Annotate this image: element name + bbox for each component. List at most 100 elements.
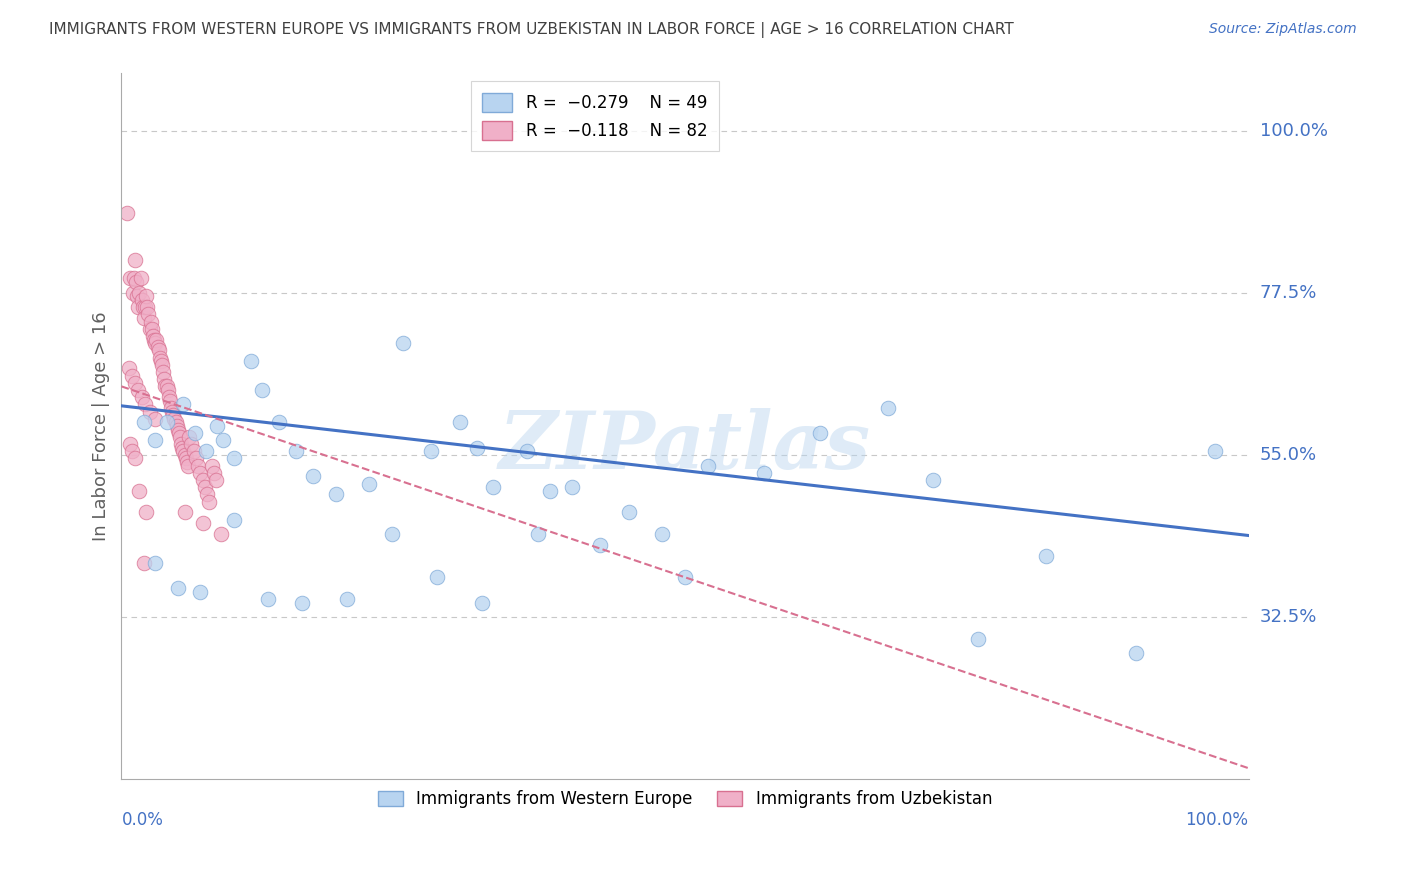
Point [115,206,138,220]
Point [174,451,197,466]
Point [132,300,155,314]
Point [118,361,141,376]
Point [696,458,718,473]
Point [482,480,505,494]
Point [877,401,900,415]
Point [302,469,325,483]
Point [148,343,170,358]
Point [132,310,155,325]
Point [127,289,149,303]
Point [191,473,214,487]
Point [176,455,198,469]
Point [173,448,195,462]
Point [1035,549,1057,563]
Point [160,404,183,418]
Point [121,285,143,300]
Point [651,527,673,541]
Point [359,476,381,491]
Point [141,322,163,336]
Point [240,354,263,368]
Point [143,333,166,347]
Text: Source: ZipAtlas.com: Source: ZipAtlas.com [1209,22,1357,37]
Point [134,300,156,314]
Point [131,293,153,307]
Text: ZIPatlas: ZIPatlas [499,409,872,486]
Point [752,466,775,480]
Point [1204,444,1226,458]
Point [132,416,155,430]
Point [177,430,200,444]
Point [163,412,186,426]
Point [143,556,166,570]
Point [135,506,157,520]
Point [207,419,229,434]
Point [201,458,224,473]
Point [172,397,194,411]
Point [173,506,195,520]
Point [131,390,153,404]
Point [617,506,640,520]
Point [155,379,177,393]
Point [194,480,217,494]
Point [166,423,188,437]
Point [135,289,157,303]
Point [187,458,209,473]
Point [155,416,177,430]
Text: 100.0%: 100.0% [1185,811,1249,829]
Point [153,372,176,386]
Point [127,383,149,397]
Point [124,451,146,466]
Point [224,513,246,527]
Legend: Immigrants from Western Europe, Immigrants from Uzbekistan: Immigrants from Western Europe, Immigran… [371,783,1000,814]
Text: 77.5%: 77.5% [1260,284,1317,301]
Point [165,416,187,430]
Point [561,480,583,494]
Text: 100.0%: 100.0% [1260,121,1327,140]
Point [138,404,160,418]
Point [224,451,246,466]
Point [381,527,404,541]
Point [195,487,218,501]
Point [120,271,142,285]
Point [143,434,166,448]
Point [538,483,561,498]
Point [121,368,143,383]
Point [195,444,218,458]
Point [149,351,172,365]
Point [269,416,291,430]
Point [1125,646,1147,660]
Point [162,408,184,422]
Point [169,430,191,444]
Point [134,397,156,411]
Point [156,383,179,397]
Text: 32.5%: 32.5% [1260,608,1317,626]
Point [155,379,177,393]
Point [149,354,172,368]
Point [325,487,347,501]
Point [188,466,211,480]
Point [152,365,174,379]
Point [465,441,488,455]
Point [209,527,232,541]
Point [160,401,183,415]
Point [336,591,359,606]
Point [291,595,314,609]
Point [516,444,538,458]
Point [180,437,202,451]
Point [125,275,148,289]
Point [673,570,696,584]
Point [177,458,200,473]
Point [128,483,150,498]
Point [167,426,190,441]
Point [922,473,945,487]
Point [420,444,443,458]
Point [138,307,160,321]
Point [121,444,143,458]
Point [127,300,149,314]
Point [183,444,205,458]
Point [392,336,415,351]
Point [143,412,166,426]
Text: 0.0%: 0.0% [121,811,163,829]
Point [166,419,188,434]
Point [188,584,211,599]
